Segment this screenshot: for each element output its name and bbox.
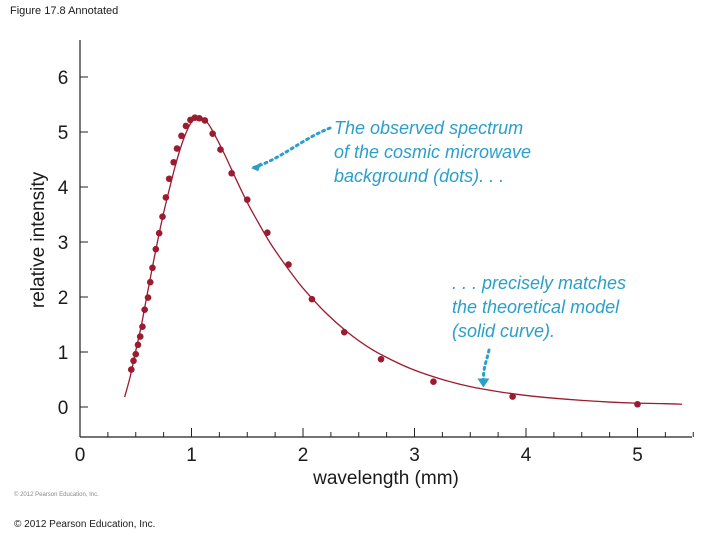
observed-data-point (141, 306, 148, 313)
observed-data-point (165, 175, 173, 183)
observed-data-point (209, 130, 216, 137)
annotation-model-line: (solid curve). (452, 321, 555, 341)
observed-data-point (170, 158, 177, 166)
observed-data-point (173, 145, 181, 152)
annotation-observed-line: background (dots). . . (334, 166, 504, 186)
observed-data-point (136, 333, 144, 340)
observed-data-point (509, 393, 516, 400)
y-tick-label: 4 (58, 178, 69, 199)
x-tick-label: 0 (75, 445, 86, 466)
y-tick-label: 6 (58, 68, 69, 89)
observed-data-point (182, 122, 190, 130)
annotation-model-arrowhead (477, 378, 490, 388)
observed-data-point (144, 294, 152, 301)
observed-data-point (340, 328, 348, 336)
y-tick-label: 0 (58, 398, 69, 419)
annotation-observed-line: The observed spectrum (334, 118, 523, 138)
x-tick-label: 5 (632, 445, 643, 466)
observed-data-point (146, 278, 154, 286)
x-tick-label: 4 (521, 445, 532, 466)
annotations-layer: The observed spectrum of the cosmic micro… (249, 118, 626, 388)
observed-data-point (308, 295, 316, 303)
observed-data-point (155, 229, 163, 237)
y-tick-label: 5 (58, 123, 69, 144)
observed-data-point (132, 350, 140, 358)
observed-data-point (139, 323, 146, 331)
annotation-model-line: . . . precisely matches (452, 273, 626, 293)
y-tick-label: 3 (58, 233, 69, 254)
annotation-model-arrow (481, 348, 491, 382)
credit-small: © 2012 Pearson Education, Inc. (14, 492, 99, 498)
x-axis-label: wavelength (mm) (312, 468, 459, 489)
axes: 0 1 2 3 4 5 6 0 1 2 3 4 5 (58, 40, 694, 466)
observed-data-point (178, 132, 185, 140)
annotation-observed-arrow (249, 126, 332, 170)
y-tick-label: 1 (58, 343, 69, 364)
x-tick-label: 3 (409, 445, 420, 466)
observed-data-point (196, 114, 203, 122)
observed-data-point (149, 264, 156, 272)
observed-data-point (285, 261, 292, 268)
observed-data-point (243, 196, 251, 203)
x-tick-label: 1 (186, 445, 197, 466)
observed-data-point (162, 194, 170, 201)
observed-data-point (159, 213, 166, 220)
y-axis-label: relative intensity (28, 171, 49, 308)
observed-data-point (217, 146, 224, 153)
observed-data-point (130, 357, 137, 365)
y-tick-label: 2 (58, 288, 69, 309)
annotation-observed-text: The observed spectrum of the cosmic micro… (334, 118, 531, 186)
observed-data-point (134, 341, 142, 349)
observed-data-point (634, 400, 641, 408)
observed-data-point (127, 366, 135, 373)
observed-data-point (152, 245, 160, 253)
annotation-observed-arrowhead (251, 162, 262, 172)
annotation-model-text: . . . precisely matches the theoretical m… (452, 273, 626, 341)
annotation-observed-line: of the cosmic microwave (334, 142, 531, 162)
figure-title: Figure 17.8 Annotated (10, 5, 119, 17)
observed-dots-layer (127, 114, 641, 408)
observed-data-point (201, 117, 209, 124)
copyright-credit: © 2012 Pearson Education, Inc. (14, 519, 156, 530)
observed-data-point (264, 229, 271, 236)
observed-data-point (430, 378, 437, 386)
observed-data-point (377, 355, 385, 363)
x-tick-label: 2 (298, 445, 309, 466)
annotation-model-line: the theoretical model (452, 297, 620, 317)
observed-data-point (228, 169, 235, 177)
